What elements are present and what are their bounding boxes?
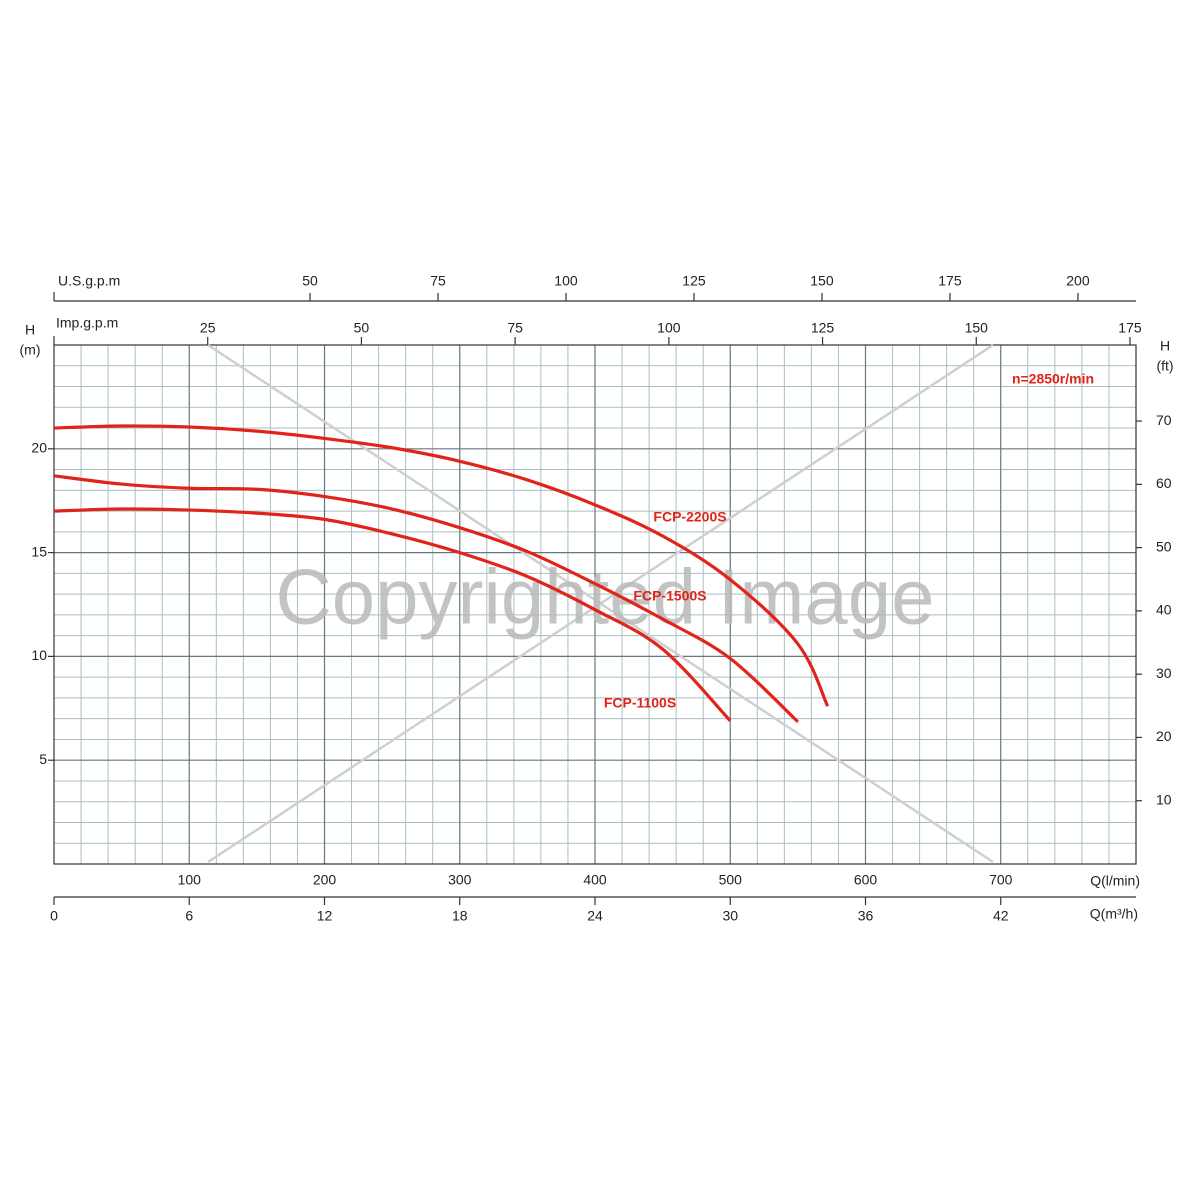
y2-tick-label: 20 — [1156, 728, 1172, 744]
curve-label: FCP-2200S — [653, 509, 726, 525]
x2-tick-label: 18 — [452, 908, 468, 924]
top-tick-label: 125 — [682, 273, 706, 289]
top-tick-label: 175 — [938, 273, 962, 289]
top-axis-label: Imp.g.p.m — [56, 315, 118, 331]
pump-curve — [53, 424, 830, 707]
x-tick-label: 400 — [583, 872, 607, 888]
curve-label: FCP-1100S — [604, 695, 676, 711]
x-tick-label: 200 — [313, 872, 337, 888]
top-tick-label: 50 — [302, 273, 318, 289]
speed-note: n=2850r/min — [1012, 371, 1094, 387]
top-tick-label: 100 — [657, 320, 681, 336]
top-tick-label: 75 — [430, 273, 446, 289]
y2-tick-label: 40 — [1156, 602, 1172, 618]
pump-curve — [53, 507, 732, 722]
top-tick-label: 75 — [507, 320, 523, 336]
y2-tick-label: 10 — [1156, 791, 1172, 807]
grid: 100 200 300 400 500 600 700 0 6 12 18 24 30 36 42 50 75 1… — [31, 273, 1171, 924]
y2-axis-unit: (ft) — [1156, 358, 1173, 374]
top-tick-label: 100 — [554, 273, 578, 289]
y-axis-label: H — [25, 322, 35, 338]
x-tick-label: 700 — [989, 872, 1013, 888]
plot-frame — [53, 344, 1137, 865]
y-tick-label: 5 — [39, 751, 47, 767]
x2-axis-label: Q(m³/h) — [1090, 906, 1138, 922]
x2-tick-label: 36 — [858, 908, 874, 924]
y2-tick-label: 30 — [1156, 665, 1172, 681]
x-tick-label: 600 — [854, 872, 878, 888]
top-axis-label: U.S.g.p.m — [58, 273, 120, 289]
x2-tick-label: 42 — [993, 908, 1009, 924]
curve-label: FCP-1500S — [633, 588, 706, 604]
top-tick-label: 175 — [1118, 320, 1142, 336]
y-tick-label: 10 — [31, 647, 47, 663]
x-tick-label: 300 — [448, 872, 472, 888]
y-tick-label: 20 — [31, 440, 47, 456]
top-tick-label: 150 — [810, 273, 834, 289]
top-tick-label: 25 — [200, 320, 216, 336]
x-tick-label: 100 — [178, 872, 202, 888]
x2-tick-label: 12 — [317, 908, 333, 924]
guide-line — [207, 343, 994, 864]
x2-tick-label: 6 — [185, 908, 193, 924]
marks: FCP-2200S FCP-1500S FCP-1100S — [53, 424, 830, 723]
top-tick-label: 125 — [811, 320, 835, 336]
y2-tick-label: 60 — [1156, 475, 1172, 491]
y2-axis-label: H — [1160, 338, 1170, 354]
y2-tick-label: 50 — [1156, 538, 1172, 554]
y2-tick-label: 70 — [1156, 412, 1172, 428]
x2-tick-label: 30 — [722, 908, 738, 924]
watermark: Copyrighted Image — [275, 553, 934, 641]
top-tick-label: 200 — [1066, 273, 1090, 289]
top-tick-label: 150 — [965, 320, 989, 336]
pump-curve — [53, 474, 799, 723]
top-tick-label: 50 — [354, 320, 370, 336]
x2-tick-label: 24 — [587, 908, 603, 924]
x-tick-label: 500 — [719, 872, 743, 888]
x-axis-label: Q(l/min) — [1090, 873, 1140, 889]
y-tick-label: 15 — [31, 543, 47, 559]
y-axis-unit: (m) — [20, 342, 41, 358]
x2-tick-label: 0 — [50, 908, 58, 924]
